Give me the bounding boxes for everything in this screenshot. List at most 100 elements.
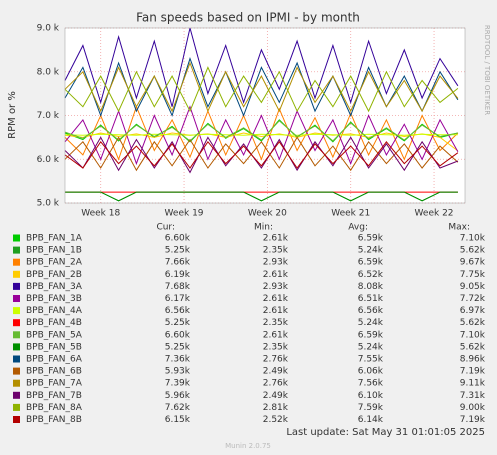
y-tick-label: 9.0 k [37,24,60,34]
legend-value: 7.10k [460,330,486,340]
legend-label: BPB_FAN_1A [26,234,83,244]
series-line [64,27,459,107]
legend-value: 7.19k [460,367,486,377]
footer: Last update: Sat May 31 01:01:05 2025 [286,427,485,438]
legend-value: 9.00k [460,403,486,413]
legend-label: BPB_FAN_4B [26,318,82,328]
legend-value: 2.35k [263,246,289,256]
series-line [64,140,459,169]
legend-value: 2.93k [263,258,289,268]
legend-swatch [13,367,20,375]
legend-value: 6.17k [165,294,191,304]
legend-value: 5.62k [460,246,486,256]
legend-value: 6.59k [358,234,384,244]
legend-label: BPB_FAN_5B [26,342,82,352]
series-line [64,105,459,166]
legend-value: 6.59k [358,258,384,268]
legend-value: 6.59k [358,330,384,340]
legend-value: 5.25k [165,342,191,352]
legend-value: 5.62k [460,342,486,352]
legend-value: 7.59k [358,403,384,413]
legend-value: 2.93k [263,282,289,292]
legend-value: 7.36k [165,355,191,365]
legend-swatch [13,295,20,302]
plot-frame [64,27,466,204]
legend-swatch [13,416,20,423]
legend-label: BPB_FAN_3A [26,282,83,292]
legend-value: 6.56k [358,306,384,316]
legend-value: 6.97k [460,306,486,316]
legend-value: 8.96k [460,355,486,365]
legend-value: 7.68k [165,282,191,292]
legend-value: 5.24k [358,342,384,352]
legend-value: 2.61k [263,270,289,280]
series-line [64,133,458,136]
legend-swatch [13,234,20,242]
legend-swatch [13,403,20,411]
legend-value: 2.35k [263,342,289,352]
legend-value: 2.61k [263,234,289,244]
legend-label: BPB_FAN_7A [26,379,83,389]
series-line [64,57,459,117]
series-line [64,105,459,161]
x-tick-label: Week 20 [248,209,287,219]
legend-value: 6.52k [358,270,384,280]
legend-value: 2.61k [263,306,289,316]
legend-value: 7.66k [165,258,191,268]
legend-value: 6.56k [165,306,191,316]
legend-swatch [13,379,20,387]
credit: Munin 2.0.75 [225,442,271,450]
legend-value: 5.96k [165,391,191,401]
legend-swatch [13,307,20,315]
legend-swatch [13,270,20,278]
legend-value: 6.60k [165,330,191,340]
legend-label: BPB_FAN_7B [26,391,82,401]
series-line [64,61,459,113]
legend-label: BPB_FAN_5A [26,330,83,340]
legend-value: 7.10k [460,234,486,244]
series-line [64,136,459,172]
legend-label: BPB_FAN_6B [26,367,82,377]
legend-label: BPB_FAN_6A [26,355,83,365]
legend-value: 7.39k [165,379,191,389]
legend-value: 5.62k [460,318,486,328]
legend-header: Avg: [348,223,368,233]
legend-value: 7.31k [460,391,486,401]
legend-value: 9.67k [460,258,486,268]
y-tick-label: 7.0 k [37,111,60,121]
legend-value: 2.35k [263,318,289,328]
legend-value: 2.81k [263,403,289,413]
legend-value: 2.61k [263,294,289,304]
series-line [65,191,458,202]
legend-swatch [13,391,20,399]
legend-value: 6.60k [165,234,191,244]
legend-value: 7.55k [358,355,384,365]
legend-value: 2.76k [263,355,289,365]
legend-swatch [13,355,20,363]
legend-value: 7.19k [460,415,486,425]
legend-value: 2.49k [263,391,289,401]
legend-header: Min: [254,223,273,233]
legend-value: 5.25k [165,246,191,256]
legend-value: 6.14k [358,415,384,425]
legend-swatch [13,319,20,327]
y-tick-label: 6.0 k [37,155,60,165]
series-line [64,120,458,142]
legend-label: BPB_FAN_4A [26,306,83,316]
legend-header: Max: [448,223,470,233]
chart-title: Fan speeds based on IPMI - by month [136,11,360,25]
legend-value: 8.08k [358,282,384,292]
legend-value: 7.72k [460,294,486,304]
x-tick-label: Week 22 [415,209,454,219]
legend-label: BPB_FAN_8B [26,415,82,425]
legend-value: 7.75k [460,270,486,280]
x-tick-label: Week 21 [331,209,370,219]
legend-label: BPB_FAN_2A [26,258,83,268]
legend-label: BPB_FAN_8A [26,403,83,413]
y-tick-label: 8.0 k [37,67,60,77]
legend-value: 7.56k [358,379,384,389]
legend-value: 5.24k [358,246,384,256]
legend-swatch [13,343,20,351]
legend-value: 6.51k [358,294,384,304]
